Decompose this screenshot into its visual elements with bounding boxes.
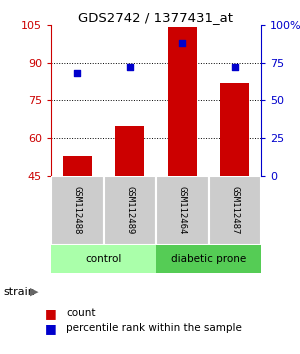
Bar: [63, 156, 92, 176]
Bar: [103, 176, 156, 245]
Text: control: control: [85, 254, 122, 264]
Bar: [220, 83, 249, 176]
Text: ■: ■: [45, 322, 57, 335]
Title: GDS2742 / 1377431_at: GDS2742 / 1377431_at: [79, 11, 233, 24]
Text: GSM112489: GSM112489: [125, 187, 134, 235]
Bar: [115, 126, 144, 176]
Point: [180, 40, 185, 46]
Bar: [208, 176, 261, 245]
Bar: [156, 245, 261, 273]
Point: [232, 64, 237, 70]
Bar: [168, 27, 197, 176]
Text: GSM112464: GSM112464: [178, 187, 187, 235]
Text: count: count: [66, 308, 95, 318]
Text: diabetic prone: diabetic prone: [171, 254, 246, 264]
Point: [128, 64, 132, 70]
Point: [75, 70, 80, 76]
Text: percentile rank within the sample: percentile rank within the sample: [66, 323, 242, 333]
Bar: [51, 245, 156, 273]
Text: strain: strain: [3, 287, 35, 297]
Bar: [156, 176, 208, 245]
Text: ■: ■: [45, 307, 57, 320]
Text: ▶: ▶: [30, 287, 38, 297]
Text: GSM112487: GSM112487: [230, 187, 239, 235]
Bar: [51, 176, 104, 245]
Text: GSM112488: GSM112488: [73, 187, 82, 235]
